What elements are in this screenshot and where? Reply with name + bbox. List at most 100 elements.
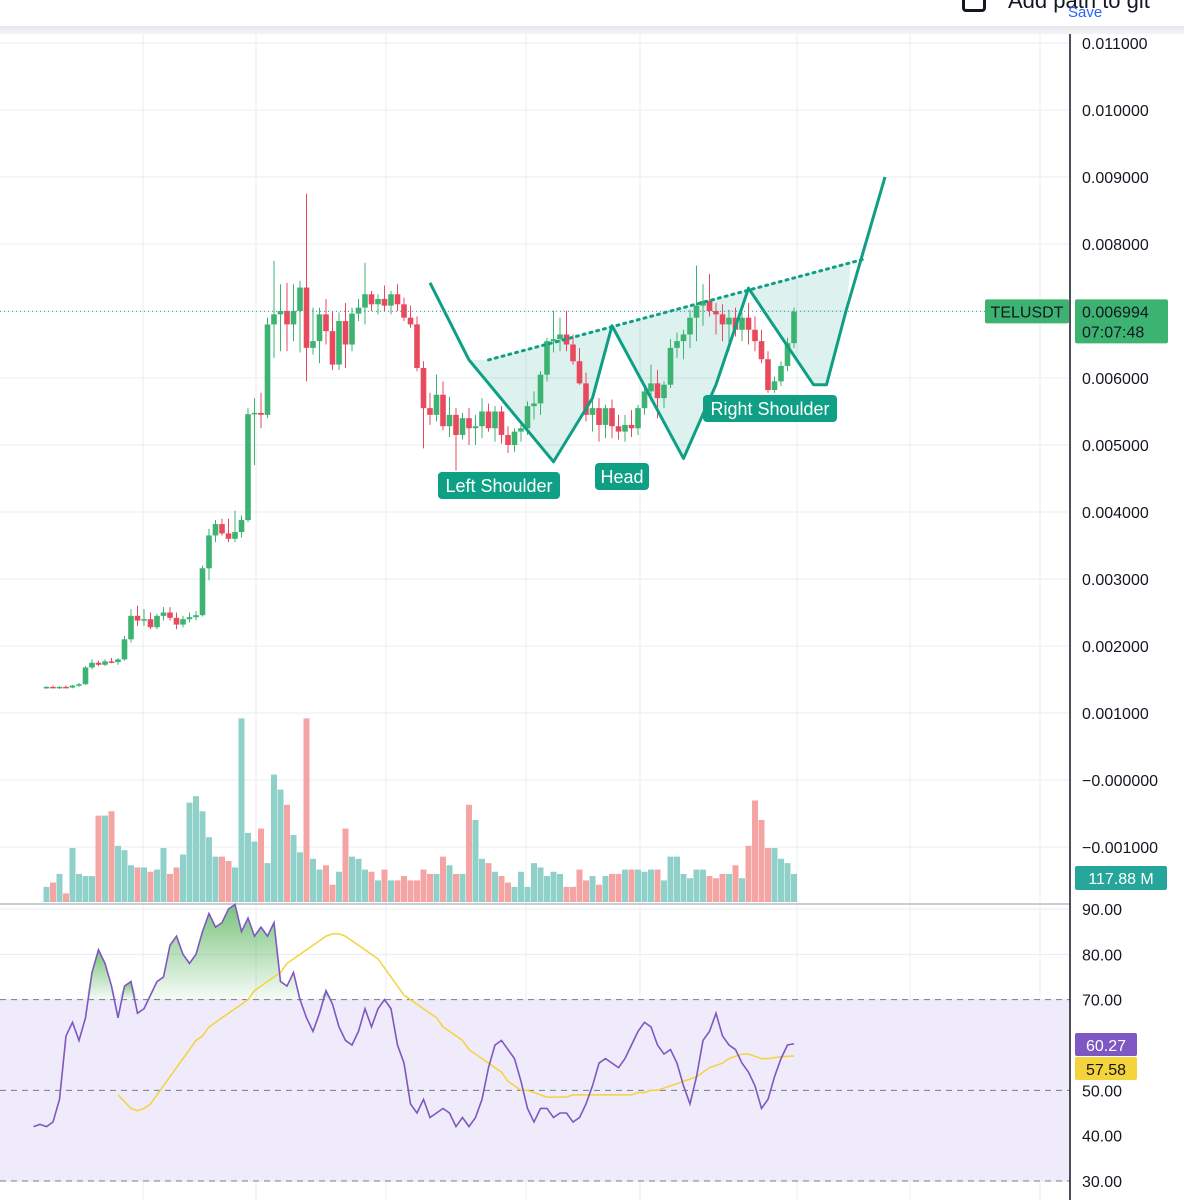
- symbol-badge-text: TELUSDT: [991, 304, 1064, 321]
- badge-layer: TELUSDT 0.006994 07:07:48 117.88 M 60.27 57.5…: [985, 299, 1168, 1080]
- candle-body: [225, 533, 232, 539]
- volume-bar: [225, 860, 232, 902]
- candle-body: [290, 311, 297, 325]
- volume-bar: [355, 858, 362, 902]
- candle-body: [609, 408, 615, 427]
- volume-bar: [102, 815, 108, 902]
- volume-bar: [82, 876, 89, 902]
- volume-bar: [115, 845, 121, 902]
- volume-bar: [583, 880, 589, 902]
- volume-bar: [505, 882, 511, 902]
- candle-body: [466, 418, 472, 429]
- candle-body: [329, 331, 336, 365]
- volume-bar: [89, 876, 95, 902]
- right-shoulder-label: Right Shoulder: [703, 395, 837, 422]
- candle-body: [238, 520, 245, 533]
- candle-body: [102, 661, 108, 665]
- candle-body: [667, 347, 674, 385]
- volume-bar: [498, 876, 505, 902]
- candle-body: [128, 615, 134, 640]
- price-tick-label: −0.001000: [1082, 840, 1158, 857]
- volume-bar: [771, 848, 778, 902]
- volume-bar: [388, 880, 394, 902]
- volume-bar: [206, 837, 212, 902]
- volume-bar: [680, 873, 687, 902]
- price-tick-label: 0.003000: [1082, 572, 1149, 589]
- price-tick-label: 0.006000: [1082, 371, 1149, 388]
- volume-bar: [134, 867, 141, 902]
- toolbar-title: Add path to git: [1008, 0, 1150, 13]
- candle-body: [563, 334, 570, 345]
- volume-bar: [732, 865, 739, 902]
- candle-body: [576, 361, 583, 384]
- volume-bar: [446, 865, 453, 902]
- candle-body: [602, 408, 609, 425]
- volume-bar: [791, 873, 797, 902]
- candle-body: [95, 662, 102, 665]
- candle-body: [537, 374, 544, 404]
- candle-body: [680, 334, 687, 342]
- volume-bar: [570, 886, 576, 902]
- candle-body: [414, 324, 420, 368]
- volume-bar: [375, 880, 381, 902]
- candle-body: [459, 418, 466, 435]
- price-tick-label: 0.004000: [1082, 505, 1149, 522]
- candle-body: [310, 341, 316, 348]
- candle-body: [778, 365, 784, 382]
- volume-badge-text: 117.88 M: [1088, 871, 1154, 888]
- volume-bar: [141, 867, 147, 902]
- volume-bar: [277, 789, 284, 902]
- candle-body: [284, 311, 290, 325]
- volume-bar: [492, 871, 498, 902]
- candle-body: [453, 414, 459, 435]
- left-shoulder-label-bg: [438, 472, 560, 499]
- candle-body: [557, 334, 563, 340]
- candle-body: [180, 619, 186, 625]
- save-button[interactable]: Save: [1068, 4, 1103, 21]
- volume-bar: [453, 873, 459, 902]
- candle-body: [349, 313, 355, 345]
- price-tick-label: 0.011000: [1082, 36, 1148, 53]
- volume-bar: [212, 856, 219, 902]
- left-shoulder-label-text: Left Shoulder: [445, 476, 552, 496]
- rsi-tick-label: 40.00: [1082, 1129, 1122, 1146]
- candle-body: [771, 381, 778, 391]
- candle-body: [245, 414, 251, 521]
- volume-bar: [550, 871, 557, 902]
- candle-body: [277, 311, 284, 315]
- volume-bar: [43, 886, 50, 902]
- volume-bar: [297, 852, 303, 902]
- candles-layer: [43, 193, 797, 689]
- candle-body: [713, 311, 719, 315]
- volume-bar: [407, 880, 414, 902]
- head-label-bg: [595, 463, 649, 490]
- volume-bar: [557, 873, 563, 902]
- volume-bar: [238, 718, 245, 902]
- candle-body: [303, 287, 310, 348]
- candle-body: [544, 341, 550, 375]
- toolbar-checkbox[interactable]: [962, 0, 986, 12]
- candle-body: [583, 383, 589, 415]
- volume-bar: [414, 880, 420, 902]
- candle-body: [323, 314, 329, 332]
- volume-bar: [459, 873, 466, 902]
- candle-body: [375, 298, 381, 305]
- candle-body: [121, 639, 128, 660]
- candle-body: [199, 568, 206, 616]
- pattern-layer: Left Shoulder Head Right Shoulder: [0, 176, 985, 499]
- price-tick-label: 0.001000: [1082, 706, 1149, 723]
- volume-bar: [518, 871, 524, 902]
- volume-bar: [700, 869, 706, 902]
- candle-body: [739, 317, 745, 330]
- volume-bar: [485, 863, 492, 902]
- volume-bar: [472, 819, 479, 902]
- volume-bar: [180, 854, 186, 902]
- price-axis: 0.0110000.0100000.0090000.0080000.007000…: [1069, 34, 1184, 1200]
- head-label-text: Head: [600, 467, 643, 487]
- rsi-layer: [33, 903, 795, 1129]
- candle-body: [706, 300, 713, 311]
- volume-bar: [739, 878, 745, 902]
- left-shoulder-label: Left Shoulder: [438, 472, 560, 499]
- price-tick-label: 0.008000: [1082, 237, 1149, 254]
